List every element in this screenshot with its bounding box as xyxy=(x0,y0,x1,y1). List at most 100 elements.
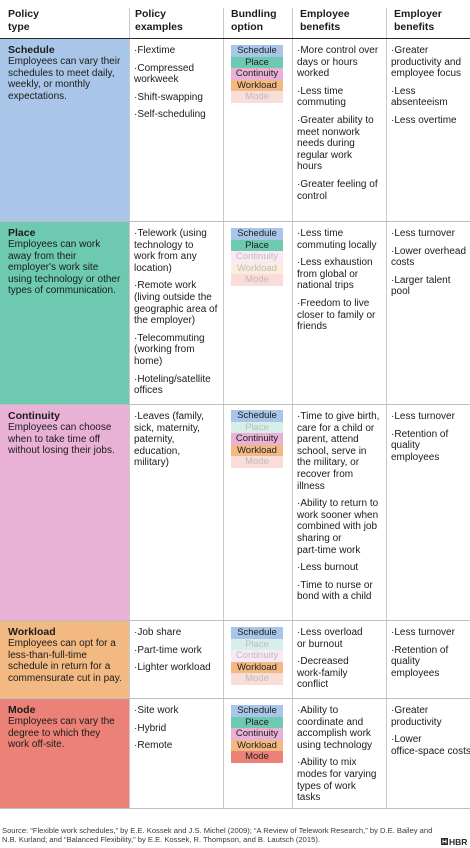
policy-type-description: Employees can vary the degree to which t… xyxy=(8,716,115,751)
bullet-icon: · xyxy=(297,656,301,668)
bullet-icon: · xyxy=(297,297,301,309)
bullet-icon: · xyxy=(134,662,138,674)
bundle-chip-place: Place xyxy=(231,421,283,433)
bullet-icon: · xyxy=(134,722,138,734)
policy-type-title: Place xyxy=(8,227,36,239)
list-item: ·Less exhaustion from global or national… xyxy=(297,257,387,292)
bullet-icon: · xyxy=(391,245,395,257)
list-item: ·Greater productivity and employee focus xyxy=(391,45,470,80)
policy-type-schedule: Schedule Employees can vary their schedul… xyxy=(0,39,129,221)
list-item: ·Job share xyxy=(134,627,224,639)
bullet-icon: · xyxy=(391,644,395,656)
list-item-text: Time to nurse or bond with a child xyxy=(297,579,373,603)
column-divider xyxy=(292,8,293,808)
list-item: ·Ability to mix modes for varying types … xyxy=(297,757,387,803)
row-rule xyxy=(0,698,470,699)
list-item-text: Less overtime xyxy=(394,114,457,126)
list-item-text: Part-time work xyxy=(137,644,202,656)
bullet-icon: · xyxy=(134,705,138,716)
header-policy-type: Policy type xyxy=(8,8,39,33)
list-item: ·Lighter workload xyxy=(134,662,224,674)
policy-examples-cell: ·Flextime ·Compressed workweek ·Shift-swap… xyxy=(134,45,224,127)
list-item-text: Ability to return to work sooner when co… xyxy=(297,498,379,556)
bundle-chip-mode: Mode xyxy=(231,673,283,685)
list-item-text: Less overload or burnout xyxy=(297,627,363,650)
list-item-text: Less time commuting xyxy=(297,85,346,109)
list-item: ·Less burnout xyxy=(297,562,387,574)
list-item-text: Less time commuting locally xyxy=(297,228,377,251)
bundle-chip-schedule: Schedule xyxy=(231,228,283,240)
bundle-chip-schedule: Schedule xyxy=(231,705,283,717)
bullet-icon: · xyxy=(134,644,138,656)
list-item-text: Flextime xyxy=(137,45,176,56)
bundle-chip-continuity: Continuity xyxy=(231,68,283,80)
bullet-icon: · xyxy=(391,85,395,97)
column-divider xyxy=(386,8,387,808)
bundle-chip-mode: Mode xyxy=(231,274,283,286)
list-item-text: Less burnout xyxy=(300,562,359,574)
header-policy-examples: Policy examples xyxy=(135,8,183,33)
list-item: ·Time to give birth, care for a child or… xyxy=(297,411,387,492)
bundle-chip-continuity: Continuity xyxy=(231,251,283,263)
bullet-icon: · xyxy=(391,274,395,286)
list-item: ·Less time commuting locally xyxy=(297,228,387,251)
list-item: ·Remote work (living outside the geograp… xyxy=(134,280,224,326)
bundle-chip-place: Place xyxy=(231,638,283,650)
row-rule xyxy=(0,221,470,222)
row-rule xyxy=(0,404,470,405)
bullet-icon: · xyxy=(134,411,138,422)
list-item: ·Decreased work-family conflict xyxy=(297,656,387,691)
list-item: ·Lower overhead costs xyxy=(391,246,470,269)
list-item-text: Less absenteeism xyxy=(391,85,448,109)
list-item: ·Larger talent pool xyxy=(391,275,470,298)
bundling-options: Schedule Place Continuity Workload Mode xyxy=(231,45,283,103)
policy-type-mode: Mode Employees can vary the degree to whi… xyxy=(0,699,129,808)
list-item: ·Greater ability to meet nonwork needs d… xyxy=(297,115,387,173)
bullet-icon: · xyxy=(134,627,138,638)
bullet-icon: · xyxy=(134,91,138,103)
list-item-text: Lower office-space costs xyxy=(391,734,470,757)
policy-type-place: Place Employees can work away from their … xyxy=(0,222,129,404)
policy-type-description: Employees can choose when to take time o… xyxy=(8,422,115,457)
list-item: ·Hybrid xyxy=(134,723,224,735)
bullet-icon: · xyxy=(391,45,395,56)
list-item-text: Compressed workweek xyxy=(134,62,195,86)
policy-type-continuity: Continuity Employees can choose when to t… xyxy=(0,405,129,620)
bullet-icon: · xyxy=(134,109,138,121)
header-employee-benefits: Employee benefits xyxy=(300,8,350,33)
bundling-options: Schedule Place Continuity Workload Mode xyxy=(231,705,283,763)
bundle-chip-workload: Workload xyxy=(231,739,283,751)
bundle-chip-continuity: Continuity xyxy=(231,650,283,662)
list-item-text: Greater productivity and employee focus xyxy=(391,45,462,80)
row-rule xyxy=(0,808,470,809)
bundle-chip-place: Place xyxy=(231,716,283,728)
policy-type-title: Mode xyxy=(8,704,36,716)
bullet-icon: · xyxy=(391,114,395,126)
policy-type-workload: Workload Employees can opt for a less-tha… xyxy=(0,621,129,698)
bullet-icon: · xyxy=(391,411,395,422)
list-item: ·Greater productivity xyxy=(391,705,470,728)
list-item: ·Less turnover xyxy=(391,228,470,240)
bundle-chip-continuity: Continuity xyxy=(231,728,283,740)
list-item-text: Telecommuting (working from home) xyxy=(134,332,205,367)
list-item: ·Hoteling/satellite offices xyxy=(134,374,224,397)
list-item-text: Less exhaustion from global or national … xyxy=(297,257,373,292)
bundle-chip-workload: Workload xyxy=(231,262,283,274)
bundle-chip-schedule: Schedule xyxy=(231,45,283,57)
list-item-text: Job share xyxy=(137,627,182,638)
list-item: ·Telework (using technology to work from… xyxy=(134,228,224,274)
list-item-text: Leaves (family, sick, maternity, paterni… xyxy=(134,411,204,469)
bullet-icon: · xyxy=(391,705,395,716)
list-item: ·Less turnover xyxy=(391,411,470,423)
list-item: ·Less overload or burnout xyxy=(297,627,387,650)
list-item: ·Time to nurse or bond with a child xyxy=(297,580,387,603)
employer-benefits-cell: ·Less turnover ·Retention of quality empl… xyxy=(391,627,470,685)
bundle-chip-place: Place xyxy=(231,56,283,68)
list-item-text: Telework (using technology to work from … xyxy=(134,228,207,274)
employee-benefits-cell: ·Less time commuting locally ·Less exhaus… xyxy=(297,228,387,339)
bundle-chip-place: Place xyxy=(231,239,283,251)
column-divider xyxy=(223,8,224,808)
bullet-icon: · xyxy=(297,411,301,422)
list-item-text: Ability to coordinate and accomplish wor… xyxy=(297,705,373,751)
list-item-text: Time to give birth, care for a child or … xyxy=(297,411,380,492)
